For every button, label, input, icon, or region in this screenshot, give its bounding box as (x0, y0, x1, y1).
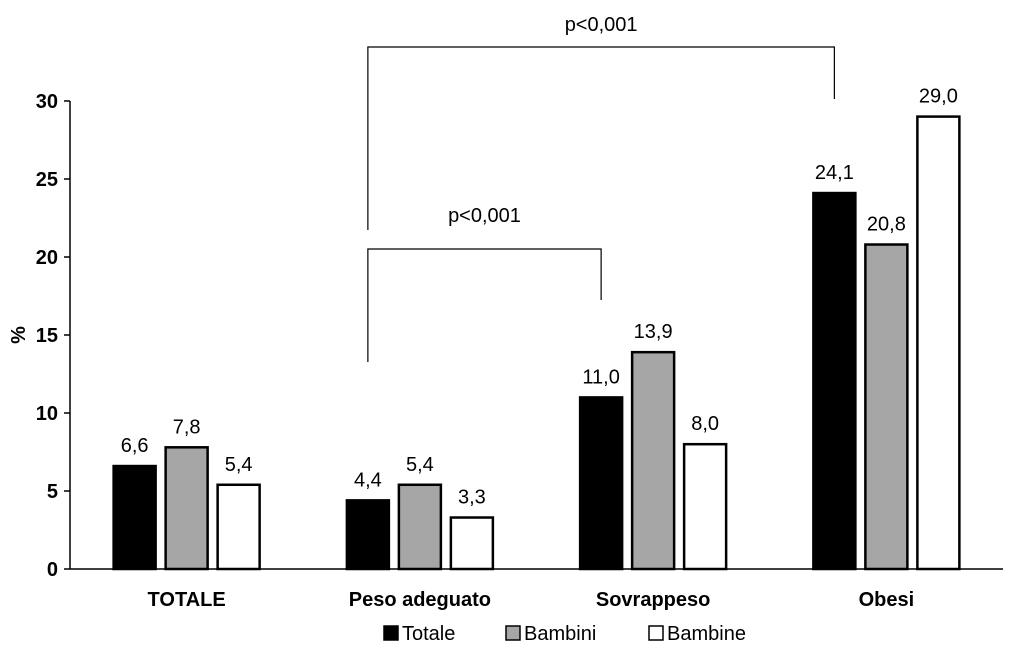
bar-bambini-1 (397, 483, 443, 571)
bar-totale-3 (812, 191, 857, 571)
data-labels: 6,6 4,4 11,0 24,1 7,8 5,4 13,9 20,8 5,4 3,3 8,0 29,… (121, 86, 958, 509)
bar-totale-2 (578, 396, 624, 571)
data-label: 7,8 (173, 416, 201, 438)
bar-bambini-3 (864, 243, 909, 571)
legend-label: Bambine (667, 623, 746, 645)
legend-swatch-bambine (648, 625, 664, 641)
y-tick-label: 10 (36, 403, 58, 425)
bar-totale-0 (112, 464, 157, 571)
data-label: 13,9 (634, 321, 673, 343)
category-label: TOTALE (148, 589, 226, 611)
y-tick-label: 15 (36, 325, 58, 347)
legend-swatch-bambini (505, 625, 521, 641)
y-tick-label: 20 (36, 247, 58, 269)
category-label: Peso adeguato (349, 589, 491, 611)
data-label: 29,0 (919, 86, 958, 108)
x-axis: TOTALE Peso adeguato Sovrappeso Obesi (70, 568, 1003, 611)
bar-bambine-2 (682, 442, 728, 571)
y-tick-label: 5 (47, 481, 58, 503)
data-label: 5,4 (225, 454, 253, 476)
y-axis: 0 5 10 15 20 25 30 (36, 91, 71, 581)
significance-label: p<0,001 (448, 205, 521, 227)
y-tick-label: 25 (36, 169, 58, 191)
data-label: 20,8 (867, 214, 906, 236)
data-label: 4,4 (354, 469, 382, 491)
data-label: 11,0 (582, 366, 619, 388)
data-label: 24,1 (815, 162, 854, 184)
legend-swatch-totale (383, 625, 399, 641)
data-label: 3,3 (458, 487, 486, 509)
bar-totale-1 (345, 499, 391, 571)
bar-bambini-0 (164, 446, 209, 571)
bar-bambine-0 (216, 483, 261, 571)
data-label: 6,6 (121, 435, 149, 457)
data-label: 5,4 (406, 454, 434, 476)
y-tick-label: 30 (36, 91, 58, 113)
legend: Totale Bambini Bambine (383, 623, 746, 645)
bars (112, 115, 961, 571)
category-label: Sovrappeso (596, 589, 710, 611)
data-label: 8,0 (691, 413, 719, 435)
bar-bambini-2 (630, 350, 676, 571)
significance-bracket (367, 46, 835, 230)
significance-annotations: p<0,001 p<0,001 (367, 14, 835, 362)
y-tick-label: 0 (47, 559, 58, 581)
significance-bracket (367, 248, 602, 362)
legend-label: Bambini (524, 623, 596, 645)
bar-bambine-3 (916, 115, 961, 571)
significance-label: p<0,001 (565, 14, 638, 36)
legend-label: Totale (402, 623, 455, 645)
bar-bambine-1 (449, 516, 495, 571)
category-label: Obesi (859, 589, 915, 611)
y-axis-title: % (8, 326, 30, 344)
